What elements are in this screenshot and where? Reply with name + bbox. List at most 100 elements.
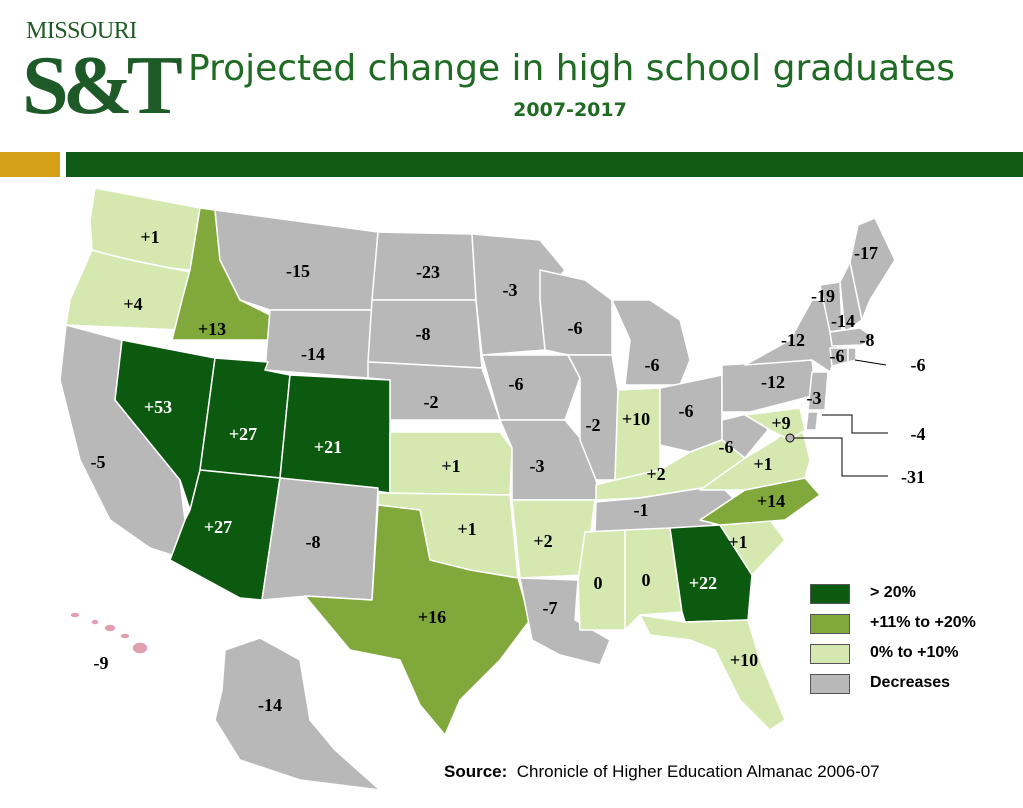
- state-value-la: -7: [543, 598, 558, 618]
- state-value-ky: +2: [646, 464, 665, 484]
- state-value-dc: -31: [901, 467, 925, 487]
- state-value-ak: -14: [258, 695, 282, 715]
- state-value-vt: -19: [811, 286, 835, 306]
- legend-label: 0% to +10%: [870, 644, 959, 661]
- state-value-ar: +2: [533, 531, 552, 551]
- state-value-ma: -8: [860, 330, 875, 350]
- logo-monogram: S&T: [22, 39, 183, 132]
- state-value-nv: +53: [144, 397, 172, 417]
- state-mt: [214, 209, 379, 311]
- dc-marker: [785, 433, 795, 443]
- legend-label: +11% to +20%: [870, 614, 976, 631]
- state-value-ct: -6: [830, 346, 845, 366]
- state-value-ny: -12: [781, 330, 805, 350]
- state-ks: [389, 431, 513, 496]
- state-value-ut: +27: [229, 424, 257, 444]
- map-legend: > 20% +11% to +20% 0% to +10% Decreases: [810, 582, 1020, 702]
- state-ak: [214, 637, 381, 791]
- state-la: [519, 577, 611, 666]
- legend-swatch: [810, 584, 850, 604]
- legend-label: > 20%: [870, 584, 916, 601]
- legend-swatch: [810, 614, 850, 634]
- state-value-de: -4: [911, 424, 926, 444]
- state-value-md: +9: [771, 413, 790, 433]
- state-value-ga: +22: [689, 573, 717, 593]
- state-value-sc: +1: [728, 532, 747, 552]
- state-value-mo: -3: [530, 456, 545, 476]
- leader-line-de: [822, 414, 888, 434]
- state-value-labels: +1+4+13-15-14-23-8-2-3-6-6-6-2 +10 -6-12-1…: [91, 227, 926, 715]
- page-subtitle: 2007-2017: [513, 99, 627, 121]
- state-value-wa: +1: [140, 227, 159, 247]
- gold-accent-bar: [0, 152, 60, 177]
- state-mi: [611, 299, 691, 386]
- state-de: [805, 411, 819, 431]
- legend-item-mid: +11% to +20%: [810, 612, 1020, 642]
- state-value-nm: -8: [306, 532, 321, 552]
- source-citation: Source: Chronicle of Higher Education Al…: [444, 762, 880, 782]
- state-md: [744, 407, 806, 441]
- state-value-pa: -12: [761, 372, 785, 392]
- state-value-in: +10: [622, 409, 650, 429]
- state-value-tx: +16: [418, 607, 446, 627]
- state-ri: [847, 347, 857, 363]
- state-value-hi: -9: [94, 653, 109, 673]
- state-value-nh: -14: [831, 311, 855, 331]
- state-fl: [639, 614, 786, 731]
- state-value-il: -2: [586, 415, 601, 435]
- legend-swatch: [810, 674, 850, 694]
- state-value-nc: +14: [757, 491, 785, 511]
- state-value-az: +27: [204, 517, 232, 537]
- missouri-st-logo: MISSOURI S&T: [22, 18, 183, 132]
- state-value-mt: -15: [286, 261, 310, 281]
- state-ut: [199, 357, 291, 479]
- state-va: [699, 419, 811, 491]
- state-nj: [807, 371, 829, 411]
- state-value-co: +21: [314, 437, 342, 457]
- state-value-tn: -1: [634, 500, 649, 520]
- state-value-ok: +1: [457, 519, 476, 539]
- state-value-me: -17: [854, 243, 878, 263]
- state-value-ne: -2: [424, 392, 439, 412]
- state-wi: [539, 269, 613, 356]
- leader-line-ri: [854, 359, 887, 366]
- state-value-wy: -14: [301, 344, 325, 364]
- state-value-ia: -6: [509, 374, 524, 394]
- source-text: Chronicle of Higher Education Almanac 20…: [516, 762, 880, 781]
- state-value-wv: -6: [719, 437, 734, 457]
- state-value-ks: +1: [441, 456, 460, 476]
- page-title: Projected change in high school graduate…: [188, 48, 956, 89]
- state-value-fl: +10: [730, 650, 758, 670]
- state-value-ri: -6: [911, 355, 926, 375]
- state-tx: [304, 504, 531, 736]
- state-hi: [69, 611, 149, 655]
- state-co: [279, 374, 391, 494]
- state-value-wi: -6: [568, 318, 583, 338]
- state-value-oh: -6: [679, 401, 694, 421]
- state-value-mi: -6: [645, 355, 660, 375]
- state-value-mn: -3: [503, 280, 518, 300]
- state-value-ms: 0: [594, 573, 603, 593]
- leader-line-dc: [790, 437, 888, 477]
- state-value-al: 0: [642, 570, 651, 590]
- state-value-or: +4: [123, 294, 142, 314]
- state-value-nj: -3: [807, 388, 822, 408]
- state-ms: [577, 529, 626, 631]
- state-value-sd: -8: [416, 324, 431, 344]
- legend-swatch: [810, 644, 850, 664]
- state-value-id: +13: [198, 319, 226, 339]
- state-wv: [721, 411, 769, 459]
- state-value-nd: -23: [416, 262, 440, 282]
- green-header-bar: [66, 152, 1023, 177]
- legend-item-low: 0% to +10%: [810, 642, 1020, 672]
- legend-item-gt20: > 20%: [810, 582, 1020, 612]
- state-me: [849, 217, 896, 321]
- legend-item-decrease: Decreases: [810, 672, 1020, 702]
- legend-label: Decreases: [870, 674, 951, 691]
- logo-wordmark: MISSOURI: [26, 18, 137, 44]
- state-value-ca: -5: [91, 452, 106, 472]
- state-il: [567, 354, 619, 481]
- state-ia: [481, 354, 581, 421]
- state-value-va: +1: [753, 454, 772, 474]
